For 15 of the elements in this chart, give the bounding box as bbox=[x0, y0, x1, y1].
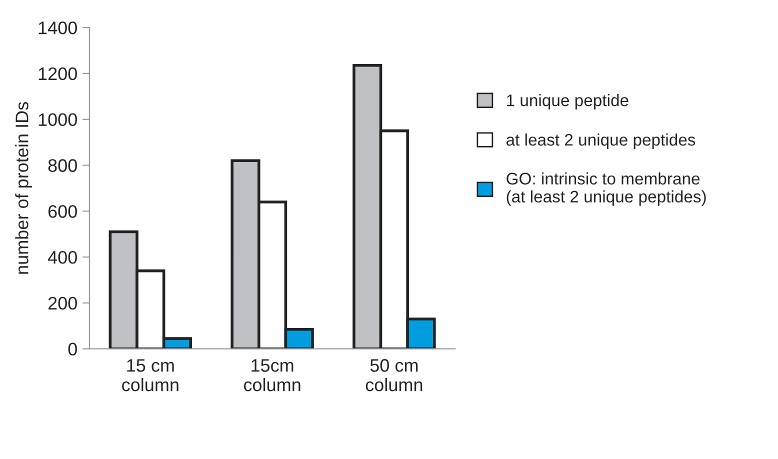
x-tick-label: 50 cm column bbox=[366, 359, 422, 392]
legend-label: at least 2 unique peptides bbox=[506, 133, 696, 150]
y-tick-label: 400 bbox=[48, 250, 77, 264]
y-tick-label: 600 bbox=[48, 205, 77, 218]
x-tick-label: 15cm column bbox=[244, 359, 300, 392]
y-tick-label: 800 bbox=[48, 159, 77, 172]
y-tick-label: 1000 bbox=[38, 113, 77, 126]
legend-label: 1 unique peptide bbox=[507, 94, 628, 110]
y-tick-label: 0 bbox=[68, 342, 77, 356]
y-axis-title: number of protein IDs bbox=[15, 102, 32, 274]
y-tick-label: 1200 bbox=[38, 67, 77, 80]
y-tick-label: 1400 bbox=[38, 21, 77, 34]
y-tick-label: 200 bbox=[48, 296, 77, 310]
x-tick-label: 15 cm column bbox=[122, 359, 178, 392]
legend-label: GO: intrinsic to membrane (at least 2 unique peptides) bbox=[506, 172, 706, 206]
